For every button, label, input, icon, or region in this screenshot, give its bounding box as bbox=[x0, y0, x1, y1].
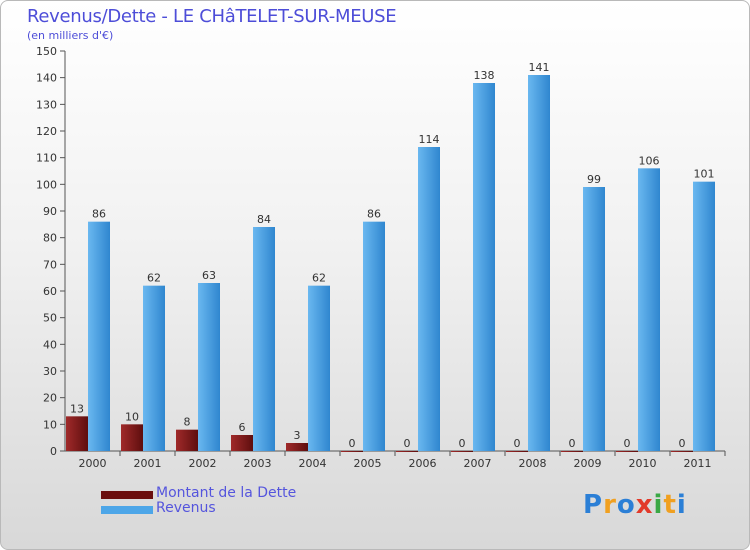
logo-letter: P bbox=[583, 490, 604, 520]
bar-revenus bbox=[638, 168, 660, 452]
data-label-dette: 0 bbox=[679, 437, 686, 450]
x-tick-label: 2006 bbox=[409, 457, 437, 470]
bar-revenus bbox=[473, 83, 495, 451]
bar-revenus bbox=[583, 187, 605, 451]
data-label-dette: 0 bbox=[514, 437, 521, 450]
y-tick-label: 40 bbox=[43, 338, 57, 351]
data-label-dette: 0 bbox=[349, 437, 356, 450]
bar-revenus bbox=[528, 75, 550, 451]
bar-dette bbox=[616, 451, 638, 452]
data-label-revenus: 63 bbox=[202, 269, 216, 282]
y-tick-label: 130 bbox=[36, 98, 57, 111]
bar-dette bbox=[396, 451, 418, 452]
y-tick-label: 150 bbox=[36, 45, 57, 58]
y-tick-label: 20 bbox=[43, 392, 57, 405]
y-tick-label: 10 bbox=[43, 418, 57, 431]
x-tick-label: 2011 bbox=[684, 457, 712, 470]
bar-revenus bbox=[693, 181, 715, 451]
bar-dette bbox=[176, 429, 198, 451]
bar-dette bbox=[671, 451, 693, 452]
bar-dette bbox=[231, 435, 253, 451]
data-label-dette: 0 bbox=[459, 437, 466, 450]
y-tick-label: 140 bbox=[36, 72, 57, 85]
x-tick-label: 2002 bbox=[189, 457, 217, 470]
data-label-dette: 6 bbox=[239, 421, 246, 434]
legend-swatch-dette bbox=[101, 491, 153, 499]
data-label-revenus: 62 bbox=[147, 272, 161, 285]
data-label-dette: 13 bbox=[70, 402, 84, 415]
logo-letter: i bbox=[653, 490, 664, 520]
y-tick-label: 120 bbox=[36, 125, 57, 138]
x-tick-label: 2000 bbox=[79, 457, 107, 470]
bar-revenus bbox=[198, 283, 220, 451]
x-tick-label: 2001 bbox=[134, 457, 162, 470]
y-tick-label: 0 bbox=[50, 445, 57, 458]
data-label-revenus: 84 bbox=[257, 213, 271, 226]
legend-label-dette: Montant de la Dette bbox=[156, 485, 297, 501]
bar-dette bbox=[341, 451, 363, 452]
data-label-dette: 10 bbox=[125, 410, 139, 423]
proxiti-logo: Proxiti bbox=[583, 490, 687, 520]
data-label-revenus: 138 bbox=[474, 69, 495, 82]
data-label-revenus: 62 bbox=[312, 272, 326, 285]
y-tick-label: 50 bbox=[43, 312, 57, 325]
y-tick-label: 60 bbox=[43, 285, 57, 298]
data-label-revenus: 86 bbox=[367, 208, 381, 221]
data-label-revenus: 114 bbox=[419, 133, 440, 146]
data-label-dette: 8 bbox=[184, 416, 191, 429]
x-tick-label: 2005 bbox=[354, 457, 382, 470]
bar-dette bbox=[121, 424, 143, 451]
y-tick-label: 80 bbox=[43, 232, 57, 245]
logo-letter: x bbox=[635, 490, 654, 520]
x-tick-label: 2008 bbox=[519, 457, 547, 470]
logo-letter: r bbox=[603, 490, 617, 520]
chart-title: Revenus/Dette - LE CHâTELET-SUR-MEUSE bbox=[27, 6, 397, 27]
x-tick-label: 2009 bbox=[574, 457, 602, 470]
y-tick-label: 70 bbox=[43, 258, 57, 271]
y-tick-label: 30 bbox=[43, 365, 57, 378]
data-label-dette: 3 bbox=[294, 429, 301, 442]
chart-subtitle: (en milliers d'€) bbox=[27, 29, 114, 42]
bar-dette bbox=[286, 443, 308, 451]
data-label-dette: 0 bbox=[569, 437, 576, 450]
bar-revenus bbox=[88, 221, 110, 451]
data-label-revenus: 86 bbox=[92, 208, 106, 221]
bar-dette bbox=[561, 451, 583, 452]
legend-label-revenus: Revenus bbox=[156, 500, 216, 516]
bar-revenus bbox=[363, 221, 385, 451]
logo-letter: i bbox=[676, 490, 687, 520]
logo-letter: o bbox=[616, 490, 636, 520]
legend-swatch-revenus bbox=[101, 506, 153, 514]
data-label-revenus: 99 bbox=[587, 173, 601, 186]
bar-dette bbox=[451, 451, 473, 452]
data-label-revenus: 141 bbox=[529, 61, 550, 74]
logo-letter: t bbox=[663, 490, 677, 520]
y-tick-label: 110 bbox=[36, 152, 57, 165]
x-tick-label: 2010 bbox=[629, 457, 657, 470]
bar-revenus bbox=[143, 285, 165, 451]
x-tick-label: 2004 bbox=[299, 457, 327, 470]
bar-dette bbox=[66, 416, 88, 451]
bar-revenus bbox=[308, 285, 330, 451]
y-tick-label: 100 bbox=[36, 178, 57, 191]
bar-dette bbox=[506, 451, 528, 452]
bar-revenus bbox=[418, 147, 440, 451]
y-tick-label: 90 bbox=[43, 205, 57, 218]
data-label-dette: 0 bbox=[624, 437, 631, 450]
x-tick-label: 2003 bbox=[244, 457, 272, 470]
data-label-dette: 0 bbox=[404, 437, 411, 450]
data-label-revenus: 106 bbox=[639, 154, 660, 167]
bar-revenus bbox=[253, 227, 275, 451]
data-label-revenus: 101 bbox=[694, 168, 715, 181]
x-tick-label: 2007 bbox=[464, 457, 492, 470]
